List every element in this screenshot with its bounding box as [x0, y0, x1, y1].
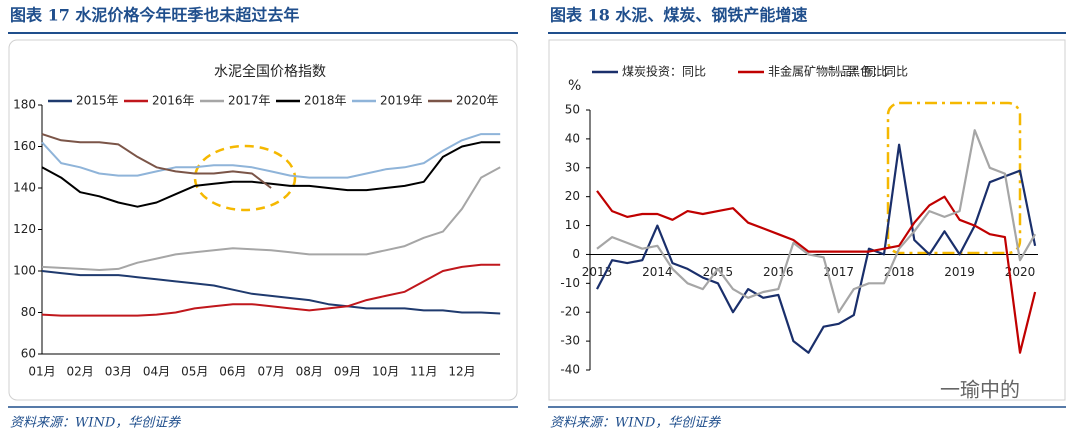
- series-line: [596, 129, 1037, 314]
- x-tick-label: 04月: [143, 365, 170, 379]
- x-tick-label: 11月: [410, 365, 437, 379]
- legend-label: 2019年: [380, 94, 423, 108]
- x-tick-label: 02月: [67, 365, 94, 379]
- caption: 图表 17 水泥价格今年旺季也未超过去年: [10, 6, 299, 25]
- legend-label: 2016年: [152, 94, 195, 108]
- x-tick-label: 07月: [257, 365, 284, 379]
- y-tick-label: -10: [560, 276, 580, 290]
- series-line: [41, 263, 501, 317]
- y-tick-label: 80: [21, 305, 36, 319]
- legend-label: 煤炭投资：同比: [622, 64, 706, 79]
- y-tick-label: 50: [565, 103, 580, 117]
- x-tick-label: 2014: [642, 265, 673, 279]
- series-line: [596, 143, 1037, 354]
- series-line: [41, 133, 272, 189]
- legend-label: 黑色：同比: [848, 65, 908, 79]
- watermark: 一瑜中的: [940, 378, 1020, 402]
- chart-title: 水泥全国价格指数: [214, 63, 326, 80]
- panel: [548, 39, 1066, 401]
- y-tick-label: 120: [13, 222, 36, 236]
- x-tick-label: 10月: [372, 365, 399, 379]
- y-axis-label: %: [568, 78, 581, 94]
- y-tick-label: 10: [565, 218, 580, 232]
- legend-label: 2020年: [456, 94, 499, 108]
- x-tick-label: 08月: [296, 365, 323, 379]
- x-tick-label: 2015: [703, 265, 734, 279]
- y-tick-label: 0: [572, 247, 580, 261]
- y-tick-label: 30: [565, 160, 580, 174]
- y-tick-label: 20: [565, 189, 580, 203]
- series-line: [41, 270, 501, 315]
- legend-label: 2015年: [76, 94, 119, 108]
- panel: [8, 39, 518, 401]
- highlight: [886, 101, 1022, 255]
- x-tick-label: 05月: [181, 365, 208, 379]
- highlight: [193, 144, 297, 212]
- x-tick-label: 2020: [1005, 265, 1036, 279]
- x-tick-label: 2016: [763, 265, 794, 279]
- source: 资料来源：WIND，华创证券: [10, 416, 181, 431]
- x-tick-label: 06月: [219, 365, 246, 379]
- y-tick-label: 60: [21, 347, 36, 361]
- y-tick-label: 100: [13, 264, 36, 278]
- x-tick-label: 2017: [823, 265, 854, 279]
- y-tick-label: 180: [13, 98, 36, 112]
- y-tick-label: -20: [560, 305, 580, 319]
- x-tick-label: 12月: [448, 365, 475, 379]
- y-tick-label: 40: [565, 131, 580, 145]
- series-line: [41, 133, 501, 179]
- legend-label: 2018年: [304, 94, 347, 108]
- series-line: [41, 141, 501, 208]
- series-line: [596, 190, 1037, 354]
- x-tick-label: 03月: [105, 365, 132, 379]
- legend-label: 2017年: [228, 94, 271, 108]
- y-tick-label: 140: [13, 181, 36, 195]
- y-tick-label: -40: [560, 363, 580, 377]
- x-tick-label: 2019: [944, 265, 975, 279]
- source: 资料来源：WIND，华创证券: [550, 416, 721, 431]
- series-line: [41, 166, 501, 271]
- caption: 图表 18 水泥、煤炭、钢铁产能增速: [550, 6, 807, 25]
- y-tick-label: -30: [560, 334, 580, 348]
- x-tick-label: 01月: [28, 365, 55, 379]
- x-tick-label: 09月: [334, 365, 361, 379]
- y-tick-label: 160: [13, 139, 36, 153]
